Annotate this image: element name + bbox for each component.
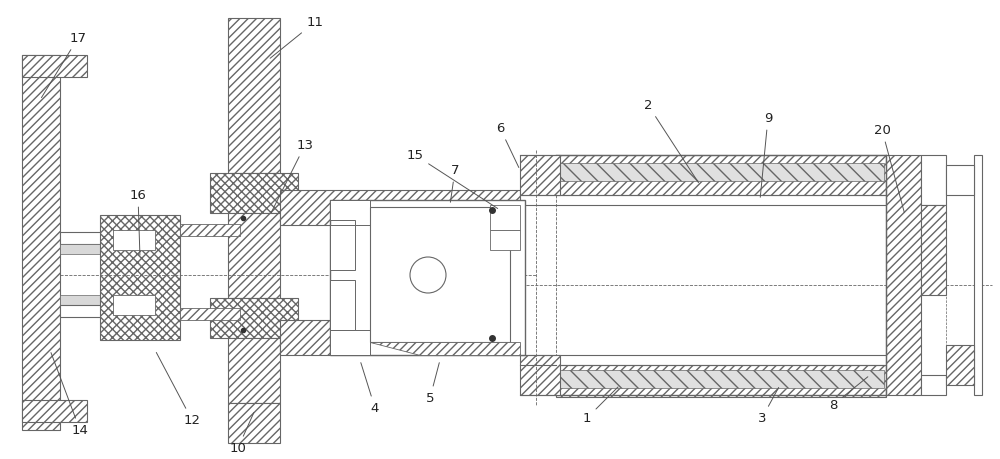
Polygon shape [330, 225, 355, 270]
Bar [520, 155, 560, 195]
Text: 1: 1 [583, 387, 618, 425]
Bar [280, 190, 520, 225]
Bar [520, 355, 560, 395]
Polygon shape [370, 342, 520, 355]
Bar [60, 244, 175, 254]
Text: 20: 20 [874, 123, 904, 213]
Bar [113, 295, 155, 315]
Text: 12: 12 [156, 353, 201, 426]
Text: 4: 4 [361, 363, 379, 414]
Bar [210, 298, 298, 338]
Bar [921, 205, 946, 295]
Polygon shape [330, 330, 370, 355]
Bar [558, 163, 884, 181]
Text: 7: 7 [450, 163, 459, 202]
Bar [228, 18, 280, 173]
Bar [946, 165, 974, 195]
Circle shape [410, 257, 446, 293]
Bar [556, 155, 886, 195]
Text: 16: 16 [130, 189, 146, 255]
Bar [100, 215, 180, 340]
Text: 10: 10 [230, 413, 254, 454]
Text: 9: 9 [760, 112, 772, 197]
Bar [558, 370, 884, 388]
Bar [113, 230, 155, 250]
Bar [22, 400, 87, 422]
Text: 14: 14 [51, 353, 88, 437]
Bar [228, 213, 280, 298]
Bar [921, 155, 946, 205]
Bar [60, 305, 175, 317]
Text: 2: 2 [644, 99, 698, 183]
Bar [60, 295, 175, 305]
Bar [946, 345, 974, 385]
Text: 11: 11 [270, 16, 324, 58]
Bar [280, 320, 520, 355]
Text: 5: 5 [426, 363, 439, 404]
Bar [370, 207, 510, 342]
Bar [60, 232, 175, 244]
Bar [180, 224, 240, 236]
Bar [490, 230, 520, 250]
Text: 6: 6 [496, 122, 519, 168]
Text: 13: 13 [271, 139, 314, 213]
Bar [490, 205, 520, 230]
Bar [556, 365, 886, 397]
Text: 8: 8 [829, 377, 868, 412]
Bar [22, 55, 60, 430]
Bar [330, 200, 525, 355]
Bar [22, 55, 87, 77]
Bar [210, 173, 298, 213]
Bar [228, 403, 280, 443]
Bar [886, 155, 921, 395]
Text: 3: 3 [758, 387, 779, 425]
Bar [180, 308, 240, 320]
Polygon shape [330, 200, 370, 225]
Bar [921, 375, 946, 395]
Text: 15: 15 [407, 149, 498, 208]
Polygon shape [330, 280, 355, 330]
Bar [228, 338, 280, 403]
Bar [974, 155, 982, 395]
Text: 17: 17 [41, 32, 87, 98]
